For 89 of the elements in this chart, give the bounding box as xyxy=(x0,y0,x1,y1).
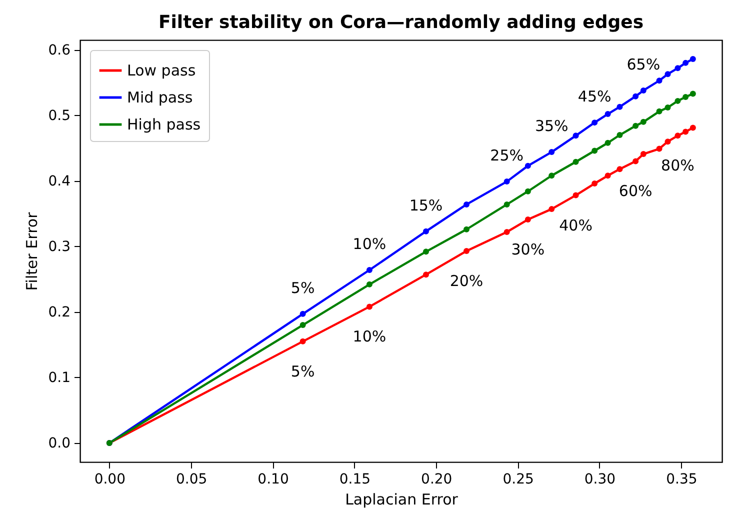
y-tick-label: 0.3 xyxy=(48,238,70,255)
point xyxy=(664,71,671,78)
point xyxy=(682,94,689,100)
annotation: 5% xyxy=(290,278,315,297)
point xyxy=(656,108,662,114)
point xyxy=(632,158,639,164)
point xyxy=(572,158,579,165)
point xyxy=(422,272,429,278)
y-tick-label: 0.0 xyxy=(48,435,70,452)
x-tick-label: 0.30 xyxy=(584,472,616,488)
point xyxy=(592,180,598,186)
point xyxy=(504,178,510,185)
y-tick-label: 0.4 xyxy=(48,173,71,190)
point xyxy=(422,248,429,255)
point xyxy=(548,172,555,179)
point xyxy=(664,138,671,145)
point xyxy=(616,104,623,110)
annotation: 45% xyxy=(578,88,612,106)
y-tick-label: 0.6 xyxy=(48,42,71,58)
point xyxy=(682,60,689,66)
legend-label: Mid pass xyxy=(127,88,193,106)
legend-label: High pass xyxy=(127,116,201,134)
point xyxy=(592,120,598,126)
point xyxy=(524,162,531,169)
point xyxy=(632,93,639,100)
x-tick-label: 0.15 xyxy=(339,472,371,488)
legend-label: Low pass xyxy=(127,62,196,80)
point xyxy=(632,122,639,129)
point xyxy=(674,98,681,104)
y-tick-label: 0.2 xyxy=(48,304,70,320)
x-tick-label: 0.00 xyxy=(94,472,126,488)
x-axis-title: Laplacian Error xyxy=(345,490,459,508)
point xyxy=(604,140,611,146)
y-tick-label: 0.5 xyxy=(48,108,70,124)
annotation: 80% xyxy=(661,156,694,175)
annotation: 20% xyxy=(450,272,484,290)
point xyxy=(592,148,598,154)
x-tick-label: 0.10 xyxy=(258,472,289,488)
point xyxy=(656,146,662,152)
point xyxy=(524,188,531,194)
point xyxy=(464,248,470,254)
point xyxy=(366,281,372,288)
point xyxy=(616,166,623,172)
point xyxy=(656,78,662,84)
x-tick-label: 0.35 xyxy=(666,472,698,488)
annotation: 15% xyxy=(409,196,443,214)
point xyxy=(422,228,429,234)
point xyxy=(366,267,372,273)
annotation: 30% xyxy=(511,240,545,259)
y-tick-label: 0.1 xyxy=(48,370,70,386)
point xyxy=(640,118,646,125)
point xyxy=(604,172,611,179)
point xyxy=(548,149,555,156)
annotation: 25% xyxy=(490,146,524,165)
annotation: 65% xyxy=(626,55,660,74)
point xyxy=(572,132,579,139)
point xyxy=(690,56,696,62)
point xyxy=(366,304,372,310)
annotation: 40% xyxy=(559,216,592,234)
point xyxy=(640,151,646,158)
point xyxy=(504,229,510,235)
x-tick-label: 0.05 xyxy=(176,472,208,488)
annotation: 35% xyxy=(534,117,568,136)
annotation: 10% xyxy=(352,235,386,254)
point xyxy=(504,201,510,208)
x-tick-label: 0.25 xyxy=(502,472,534,488)
annotation: 5% xyxy=(290,362,315,380)
point xyxy=(572,192,579,198)
point xyxy=(464,201,470,208)
x-tick-label: 0.20 xyxy=(421,472,452,488)
point xyxy=(616,132,623,138)
annotation: 10% xyxy=(352,328,386,346)
point xyxy=(674,65,681,72)
point xyxy=(674,132,681,139)
point xyxy=(300,310,306,317)
point xyxy=(300,322,306,328)
point xyxy=(690,124,696,131)
point xyxy=(604,111,611,118)
point xyxy=(524,216,531,223)
point xyxy=(464,226,470,232)
point xyxy=(682,128,689,135)
point xyxy=(300,338,306,344)
point xyxy=(548,206,555,212)
point xyxy=(640,87,646,94)
point xyxy=(664,104,671,110)
point xyxy=(690,90,696,97)
annotation: 60% xyxy=(618,182,652,200)
chart-title: Filter stability on Cora—randomly adding edges xyxy=(158,12,644,33)
y-axis-title: Filter Error xyxy=(23,211,42,291)
